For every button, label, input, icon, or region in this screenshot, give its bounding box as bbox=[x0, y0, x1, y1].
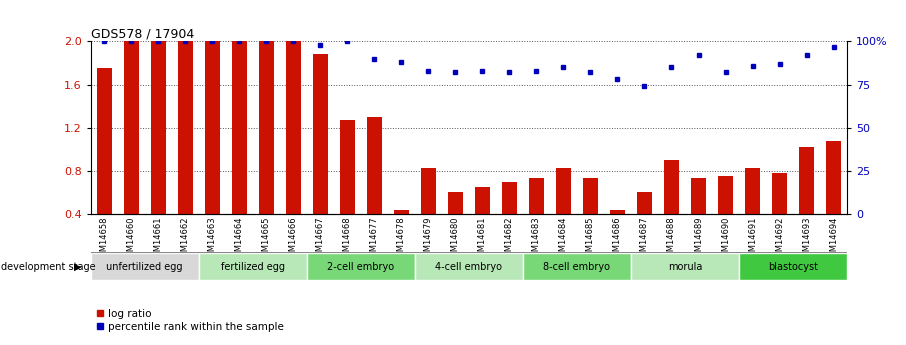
Bar bbox=[124, 41, 139, 257]
Bar bbox=[421, 168, 436, 257]
Bar bbox=[502, 181, 516, 257]
Bar bbox=[448, 193, 463, 257]
Text: ▶: ▶ bbox=[74, 262, 82, 272]
Bar bbox=[394, 209, 409, 257]
Bar bbox=[529, 178, 544, 257]
Bar bbox=[150, 41, 166, 257]
Bar bbox=[178, 41, 193, 257]
Bar bbox=[772, 173, 787, 257]
Bar bbox=[340, 120, 355, 257]
Legend: log ratio, percentile rank within the sample: log ratio, percentile rank within the sa… bbox=[96, 309, 284, 332]
Bar bbox=[745, 168, 760, 257]
Bar bbox=[232, 41, 246, 257]
Bar bbox=[664, 160, 679, 257]
Bar bbox=[718, 176, 733, 257]
Bar bbox=[259, 41, 274, 257]
Bar bbox=[637, 193, 652, 257]
Bar bbox=[691, 178, 706, 257]
Bar bbox=[97, 68, 111, 257]
Bar bbox=[307, 253, 415, 280]
Bar bbox=[556, 168, 571, 257]
Bar bbox=[285, 41, 301, 257]
Bar bbox=[799, 147, 814, 257]
Bar bbox=[91, 253, 198, 280]
Bar bbox=[205, 41, 219, 257]
Text: GDS578 / 17904: GDS578 / 17904 bbox=[91, 27, 194, 40]
Bar bbox=[367, 117, 381, 257]
Bar bbox=[313, 54, 328, 257]
Bar bbox=[610, 209, 625, 257]
Bar bbox=[583, 178, 598, 257]
Bar bbox=[415, 253, 523, 280]
Text: development stage: development stage bbox=[1, 262, 95, 272]
Text: morula: morula bbox=[668, 262, 702, 272]
Bar bbox=[631, 253, 739, 280]
Bar bbox=[475, 187, 490, 257]
Text: fertilized egg: fertilized egg bbox=[221, 262, 284, 272]
Text: 4-cell embryo: 4-cell embryo bbox=[436, 262, 502, 272]
Text: 8-cell embryo: 8-cell embryo bbox=[544, 262, 611, 272]
Bar bbox=[198, 253, 307, 280]
Text: unfertilized egg: unfertilized egg bbox=[106, 262, 183, 272]
Text: blastocyst: blastocyst bbox=[768, 262, 818, 272]
Bar bbox=[739, 253, 847, 280]
Bar bbox=[826, 141, 841, 257]
Bar bbox=[523, 253, 631, 280]
Text: 2-cell embryo: 2-cell embryo bbox=[327, 262, 394, 272]
